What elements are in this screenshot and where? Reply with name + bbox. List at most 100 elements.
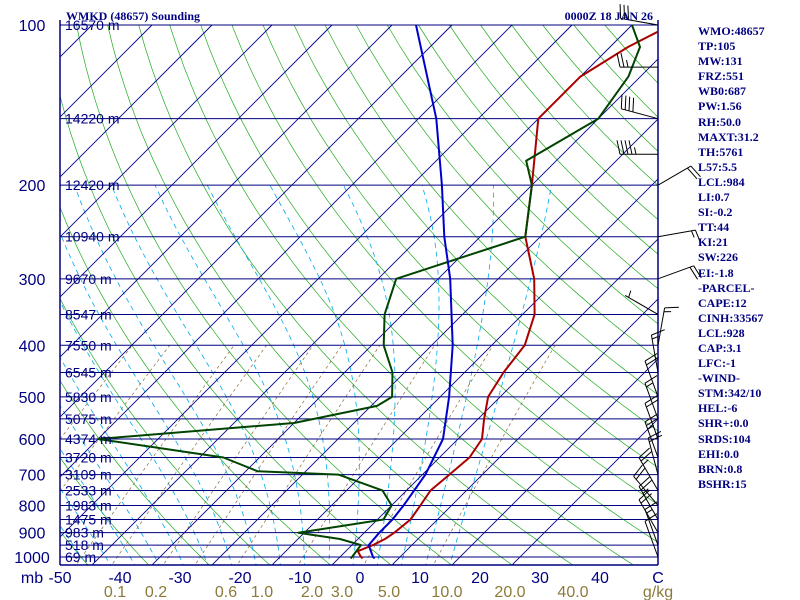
pressure-tick-label: 500 — [19, 390, 46, 407]
wind-barb — [644, 413, 659, 458]
index-item: SW:226 — [698, 250, 739, 265]
wind-barbs — [616, 4, 702, 558]
barb-staff — [644, 521, 659, 558]
pressure-tick-label: 400 — [19, 338, 46, 355]
wind-barb — [638, 447, 659, 491]
pressure-tick-label: 1000 — [14, 550, 50, 567]
pressure-tick-label: 100 — [19, 18, 46, 35]
isotherm — [60, 24, 273, 238]
mixing-ratio-line — [194, 345, 343, 565]
mixing-ratio-label: 2.0 — [301, 584, 323, 600]
height-label: 2533 m — [65, 483, 112, 499]
barb-flag — [689, 266, 699, 280]
barb-flag — [644, 353, 658, 362]
index-item: CAP:3.1 — [698, 340, 742, 355]
mixing-ratio-label: 20.0 — [494, 584, 525, 600]
temperature-axis-label: C — [652, 570, 664, 587]
temperature-trace — [356, 30, 658, 560]
barb-flag — [647, 430, 662, 439]
dry-adiabat — [60, 206, 331, 565]
index-item: -WIND- — [698, 371, 740, 386]
wind-barb — [644, 375, 659, 420]
mixing-ratio-label: 0.1 — [104, 584, 126, 600]
barb-flag — [628, 140, 633, 155]
mixing-ratio-label: 10.0 — [431, 584, 462, 600]
index-item: LCL:984 — [698, 174, 745, 189]
barb-staff — [644, 403, 659, 440]
height-label: 9670 m — [65, 271, 112, 287]
isotherm — [211, 118, 658, 565]
mixing-ratio-line — [363, 345, 494, 565]
barb-flag — [632, 97, 635, 113]
barb-half-flag — [647, 425, 655, 430]
barb-flag — [640, 480, 652, 491]
temperature-tick-label: -40 — [108, 570, 131, 587]
height-label: 5075 m — [65, 411, 112, 427]
barb-half-flag — [646, 508, 653, 514]
height-label: 3720 m — [65, 450, 112, 466]
barb-flag — [620, 94, 623, 109]
height-label: 69 m — [65, 549, 96, 565]
temperature-tick-label: 40 — [591, 570, 609, 587]
barb-half-flag — [651, 335, 659, 340]
barb-half-flag — [642, 488, 649, 494]
dry-adiabat — [60, 379, 210, 565]
dry-adiabat — [200, 24, 658, 543]
barb-half-flag — [642, 459, 649, 465]
barb-flag — [628, 96, 631, 111]
moist-adiabat — [60, 356, 184, 565]
barb-flag — [646, 356, 659, 366]
index-item: STM:342/10 — [698, 386, 762, 401]
mixing-ratio-line — [60, 345, 133, 440]
index-item: EHI:0.0 — [698, 446, 740, 461]
barb-flag — [620, 140, 625, 155]
isotherm — [60, 24, 453, 418]
moist-adiabat — [60, 300, 208, 565]
barb-flag — [646, 398, 659, 408]
barb-staff — [621, 108, 659, 120]
isotherm — [60, 24, 393, 358]
index-item: SI:-0.2 — [698, 205, 733, 220]
temperature-tick-label: -50 — [48, 570, 71, 587]
index-item: PW:1.56 — [698, 99, 742, 114]
mixing-ratio-line — [236, 345, 381, 565]
barb-half-flag — [634, 147, 637, 155]
index-item: MAXT:31.2 — [698, 129, 759, 144]
dry-adiabat — [60, 456, 150, 565]
isotherm — [60, 24, 513, 478]
dry-adiabat — [449, 24, 658, 255]
height-label: 10940 m — [65, 229, 119, 245]
index-item: WB0:687 — [698, 84, 746, 99]
index-item: CAPE:12 — [698, 295, 747, 310]
station-title: WMKD (48657) Sounding — [66, 9, 200, 23]
temperature-tick-label: 30 — [531, 570, 549, 587]
dry-adiabat — [324, 24, 658, 396]
height-label: 3109 m — [65, 467, 112, 483]
mixing-ratio-label: 0.2 — [145, 584, 167, 600]
moist-adiabat — [154, 184, 306, 565]
barb-flag — [624, 95, 627, 110]
index-item: TP:105 — [698, 39, 736, 54]
barb-flag — [644, 395, 658, 404]
mixing-ratio-line — [162, 345, 314, 565]
mixing-ratio-line — [75, 345, 235, 565]
index-item: SRDS:104 — [698, 431, 751, 446]
barb-staff — [647, 437, 659, 475]
pressure-tick-label: 300 — [19, 272, 46, 289]
barb-flag — [635, 467, 646, 480]
wind-barb — [638, 476, 659, 520]
moist-adiabat — [401, 184, 440, 565]
barb-staff — [657, 229, 696, 238]
dry-adiabat — [386, 24, 658, 325]
index-item: CINH:33567 — [698, 310, 764, 325]
wind-barb — [638, 489, 659, 533]
barb-staff — [657, 265, 694, 280]
barb-staff — [644, 421, 659, 458]
index-item: HEL:-6 — [698, 401, 738, 416]
mixing-ratio-unit: g/kg — [643, 584, 673, 600]
isotherm — [391, 298, 658, 565]
wind-barb — [644, 513, 659, 558]
dry-adiabat — [169, 24, 634, 565]
mixing-ratio-line — [433, 345, 556, 565]
